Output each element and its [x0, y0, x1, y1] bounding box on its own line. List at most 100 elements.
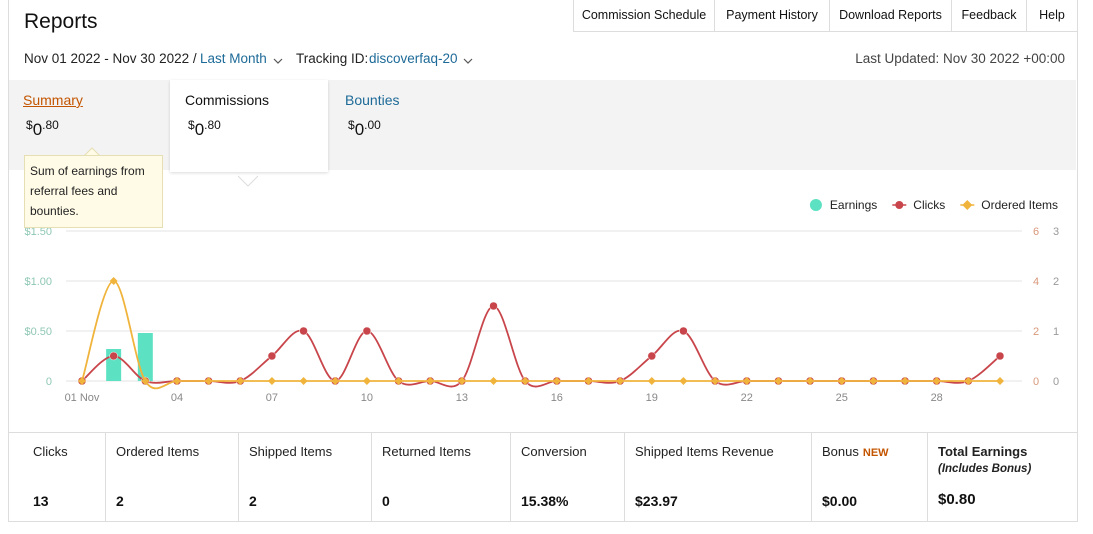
x-tick-label: 13: [456, 392, 468, 404]
x-tick-label: 25: [836, 392, 848, 404]
amount-part: $: [26, 118, 33, 132]
nav-button[interactable]: Payment History: [714, 0, 829, 32]
stat-value: $23.97: [635, 493, 678, 509]
y3-tick-label: 1: [1053, 326, 1059, 338]
point: [172, 377, 181, 385]
legend-label: Clicks: [913, 198, 945, 212]
stat-cell: Conversion 15.38%: [510, 433, 624, 521]
point: [806, 377, 815, 385]
point: [331, 377, 340, 385]
stat-cell: Shipped Items Revenue $23.97: [624, 433, 811, 521]
y3-tick-label: 0: [1053, 376, 1059, 388]
stat-value: $0.00: [822, 493, 858, 509]
dropdown-caret[interactable]: [463, 57, 473, 65]
amount-part: $: [188, 118, 195, 132]
nav-button[interactable]: Feedback: [951, 0, 1026, 32]
y2-tick-label: 6: [1033, 226, 1039, 238]
bar: [137, 333, 153, 381]
legend-marker: [895, 201, 904, 209]
stat-label: Returned Items: [382, 444, 471, 459]
point: [711, 377, 720, 385]
x-tick-label: 22: [741, 392, 753, 404]
amount-part: 0: [354, 120, 365, 139]
stat-cell: Returned Items 0: [371, 433, 510, 521]
legend-label: Earnings: [830, 198, 877, 212]
x-tick-label: 28: [931, 392, 943, 404]
stat-label: Bonus NEW: [822, 444, 889, 459]
stat-label: Ordered Items: [116, 444, 200, 459]
y2-tick-label: 2: [1033, 326, 1039, 338]
point: [616, 377, 625, 385]
x-tick-label: 07: [266, 392, 278, 404]
nav-button[interactable]: Download Reports: [829, 0, 951, 32]
point: [426, 377, 435, 385]
amount-part: .80: [204, 118, 221, 132]
tracking-label: Tracking ID:: [296, 51, 369, 66]
tab-amount: $0.80: [26, 118, 59, 140]
point: [109, 351, 118, 361]
point: [489, 301, 498, 311]
point: [932, 377, 941, 385]
stat-cell: Shipped Items 2: [238, 433, 371, 521]
point: [267, 377, 276, 385]
date-range: Nov 01 2022 - Nov 30 2022 /: [24, 51, 197, 66]
y2-tick-label: 0: [1033, 376, 1039, 388]
x-tick-label: 19: [646, 392, 658, 404]
stat-label: Conversion: [521, 444, 587, 459]
dropdown-caret[interactable]: [273, 57, 283, 65]
stat-cell: Bonus NEW $0.00: [811, 433, 927, 521]
stat-label: Shipped Items Revenue: [635, 444, 774, 459]
point: [901, 377, 910, 385]
last-updated: Last Updated: Nov 30 2022 +00:00: [855, 51, 1065, 66]
point: [394, 377, 403, 385]
tab-amount: $0.00: [348, 118, 381, 140]
period-link[interactable]: Last Month: [200, 51, 267, 66]
point: [362, 326, 372, 336]
point: [267, 351, 277, 361]
point: [552, 377, 561, 385]
page-title: Reports: [24, 10, 98, 33]
legend-label: Ordered Items: [981, 198, 1058, 212]
new-badge: NEW: [862, 447, 889, 459]
tracking-id[interactable]: discoverfaq-20: [369, 51, 458, 66]
stat-value: $0.80: [938, 491, 976, 508]
stat-label: Clicks: [33, 444, 68, 459]
x-tick-label: 04: [171, 392, 183, 404]
point: [457, 377, 466, 385]
stats-top-border: [8, 432, 1077, 433]
tab-label: Summary: [23, 92, 83, 108]
stat-value: 15.38%: [521, 493, 569, 509]
point: [996, 377, 1004, 385]
stat-value: 0: [382, 493, 390, 509]
nav-button[interactable]: Commission Schedule: [573, 0, 714, 32]
legend-marker: [962, 200, 973, 210]
point: [141, 377, 150, 385]
point: [204, 377, 213, 385]
point: [584, 377, 593, 385]
y-tick-label: 0: [46, 376, 52, 388]
tooltip-arrow: [84, 147, 100, 156]
nav-button[interactable]: Help: [1026, 0, 1077, 32]
tab-amount: $0.80: [188, 118, 221, 140]
tab-label: Commissions: [185, 92, 270, 108]
y3-tick-label: 2: [1053, 276, 1059, 288]
point: [489, 377, 498, 385]
point: [774, 377, 783, 385]
stat-cell: Ordered Items 2: [105, 433, 238, 521]
amount-part: .00: [364, 118, 381, 132]
x-tick-label: 16: [551, 392, 563, 404]
tab-pointer: [237, 175, 259, 187]
y-tick-label: $0.50: [24, 326, 52, 338]
point: [679, 377, 688, 385]
y-tick-label: $1.00: [24, 276, 52, 288]
point: [236, 377, 245, 385]
tab[interactable]: Commissions $0.80: [170, 80, 328, 172]
amount-part: $: [348, 118, 355, 132]
stat-sublabel: (Includes Bonus): [938, 463, 1032, 475]
stat-value: 2: [249, 493, 257, 509]
stat-cell: Clicks 13: [8, 433, 104, 521]
point: [78, 377, 86, 385]
tab[interactable]: Bounties $0.00: [330, 80, 490, 172]
x-tick-label: 01 Nov: [65, 392, 100, 404]
